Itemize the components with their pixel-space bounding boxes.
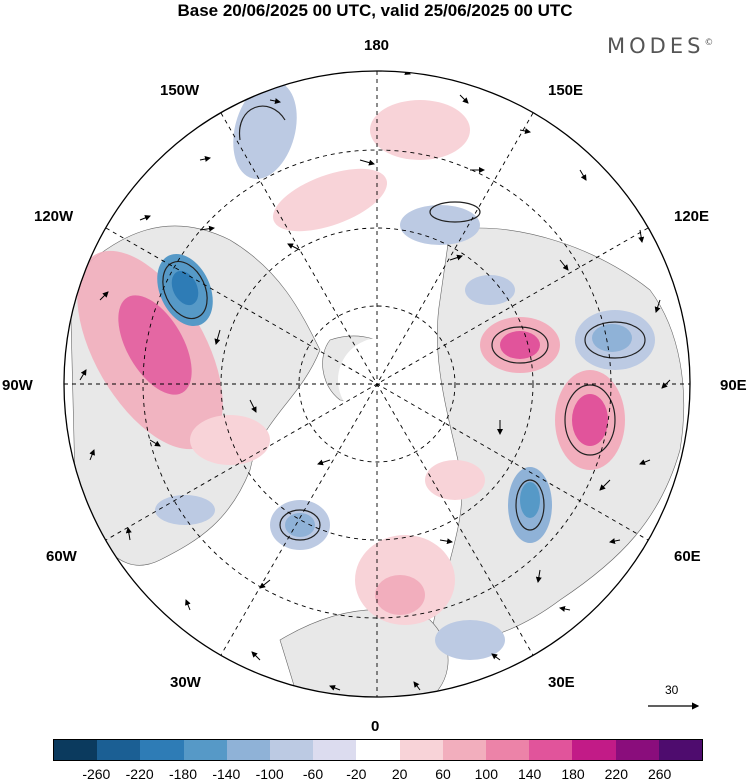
lon-label-0: 0	[371, 718, 380, 735]
colorbar-tick-label: -260	[82, 766, 111, 782]
colorbar-tick-label: -180	[168, 766, 198, 782]
map-boundary	[63, 70, 691, 698]
meridians	[64, 71, 690, 697]
colorbar-swatch	[140, 740, 184, 760]
lon-label-90w: 90W	[2, 377, 33, 394]
lon-label-150e: 150E	[548, 82, 584, 99]
colorbar-tick-label: -220	[125, 766, 154, 782]
colorbar-swatch	[572, 740, 616, 760]
reference-vector-label: 30	[665, 683, 679, 697]
lon-label-180: 180	[364, 37, 390, 54]
colorbar-tick-label: -60	[302, 766, 324, 782]
colorbar-swatch	[313, 740, 357, 760]
colorbar-tick-label: 220	[604, 766, 629, 782]
lon-label-30e: 30E	[548, 674, 575, 691]
colorbar-tick-label: 180	[561, 766, 585, 782]
wind-vectors	[79, 71, 671, 691]
lon-label-120e: 120E	[674, 208, 710, 225]
lon-label-30w: 30W	[170, 674, 201, 691]
brand-text: MODES	[607, 34, 705, 58]
map-title: Base 20/06/2025 00 UTC, valid 25/06/2025…	[177, 1, 573, 20]
colorbar-swatch	[54, 740, 98, 760]
colorbar-swatch	[356, 740, 400, 760]
colorbar-tick-label: -100	[255, 766, 284, 782]
colorbar-swatch	[658, 740, 703, 760]
lon-label-60w: 60W	[46, 548, 77, 565]
lon-label-150w: 150W	[160, 82, 200, 99]
colorbar	[53, 739, 703, 761]
contour-lines	[162, 105, 646, 541]
colorbar-swatch	[529, 740, 573, 760]
colorbar-tick-label: 20	[391, 766, 408, 782]
colorbar-swatch	[442, 740, 487, 760]
lon-label-60e: 60E	[674, 548, 701, 565]
map-body	[64, 71, 690, 697]
colorbar-tick-label: 100	[474, 766, 499, 782]
lon-label-120w: 120W	[34, 208, 74, 225]
colorbar-swatch	[615, 740, 659, 760]
colorbar-tick-label: 260	[647, 766, 672, 782]
colorbar-swatch	[226, 740, 271, 760]
brand-mark: ©	[704, 38, 714, 48]
colorbar-swatch	[97, 740, 141, 760]
colorbar-swatch	[270, 740, 314, 760]
colorbar-swatch	[486, 740, 530, 760]
colorbar-swatch	[399, 740, 443, 760]
colorbar-swatch	[183, 740, 227, 760]
colorbar-tick-label: -20	[346, 766, 367, 782]
colorbar-tick-label: 60	[435, 766, 451, 782]
colorbar-tick-label: -140	[212, 766, 241, 782]
brand-logo: MODES©	[607, 34, 713, 58]
colorbar-tick-label: 140	[517, 766, 542, 782]
lon-label-90e: 90E	[720, 377, 747, 394]
